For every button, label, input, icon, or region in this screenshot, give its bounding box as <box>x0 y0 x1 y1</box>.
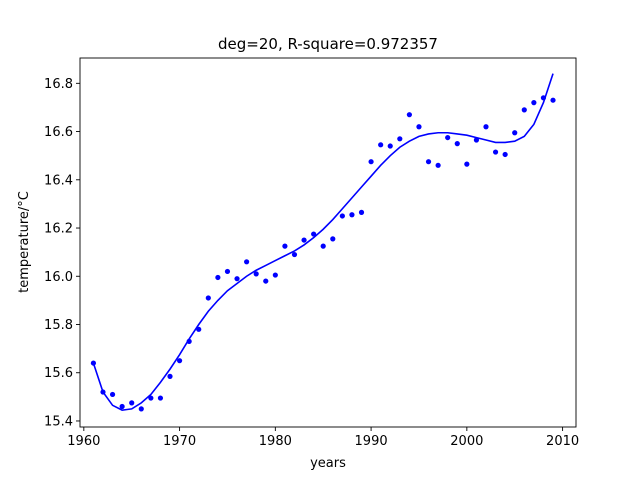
data-point <box>90 360 97 366</box>
x-axis-title: years <box>310 456 346 471</box>
y-tick-label: 16.4 <box>44 173 73 188</box>
y-tick-label: 15.6 <box>44 366 73 381</box>
data-point <box>224 268 231 275</box>
data-point <box>387 143 393 149</box>
data-point <box>397 136 403 142</box>
axes: 1960 1970 1980 1990 2000 2010 15.4 15.6 15.8 16.0… <box>44 57 579 449</box>
x-tick-label: 2000 <box>450 434 483 449</box>
chart-title: deg=20, R-square=0.972357 <box>218 35 438 53</box>
data-point <box>157 395 164 401</box>
data-point <box>311 231 317 237</box>
x-tick-label: 1970 <box>163 434 196 449</box>
data-point <box>234 276 240 282</box>
data-point <box>253 271 259 277</box>
data-point <box>263 278 269 284</box>
x-tick-label: 2010 <box>546 434 579 449</box>
data-point <box>473 137 480 143</box>
data-point <box>435 162 441 168</box>
data-point <box>464 161 470 167</box>
data-point <box>272 272 278 278</box>
data-point <box>320 243 326 249</box>
data-point <box>512 130 518 136</box>
data-point <box>531 100 537 106</box>
data-point <box>301 237 307 243</box>
data-point <box>425 159 432 165</box>
data-point <box>358 209 365 215</box>
x-tick-label: 1980 <box>259 434 292 449</box>
data-point <box>129 400 135 406</box>
data-point <box>368 159 374 165</box>
data-point <box>167 373 173 379</box>
plot-frame <box>79 57 577 428</box>
data-point <box>205 295 211 301</box>
data-point <box>148 395 154 401</box>
data-point <box>492 149 499 155</box>
data-point <box>416 124 422 130</box>
data-point <box>540 95 547 101</box>
data-point <box>483 124 489 130</box>
data-point <box>330 236 336 242</box>
data-point <box>339 213 345 219</box>
y-tick-label: 16.0 <box>44 270 73 285</box>
data-point <box>100 389 106 395</box>
data-point <box>454 141 460 147</box>
data-point <box>502 151 508 158</box>
data-point <box>215 274 221 281</box>
data-point <box>186 338 192 344</box>
y-tick-label: 15.4 <box>44 414 73 429</box>
data-point <box>109 391 116 398</box>
data-point <box>138 406 144 412</box>
data-point <box>244 259 250 265</box>
y-tick-label: 15.8 <box>44 318 73 333</box>
data-point <box>291 251 298 258</box>
x-tick-label: 1960 <box>67 434 100 449</box>
data-point <box>176 358 183 364</box>
y-axis-title: temperature/°C <box>17 191 32 293</box>
data-point <box>378 142 384 148</box>
data-point <box>119 403 125 410</box>
plot-area <box>90 73 556 412</box>
data-point <box>406 112 412 118</box>
data-point <box>282 243 288 249</box>
data-point <box>445 134 451 141</box>
data-point <box>550 97 556 103</box>
data-point <box>349 212 355 218</box>
data-point <box>521 107 527 113</box>
y-tick-label: 16.8 <box>44 77 73 92</box>
data-point <box>196 326 202 332</box>
x-tick-label: 1990 <box>355 434 388 449</box>
y-tick-label: 16.2 <box>44 222 73 237</box>
y-tick-label: 16.6 <box>44 125 73 140</box>
